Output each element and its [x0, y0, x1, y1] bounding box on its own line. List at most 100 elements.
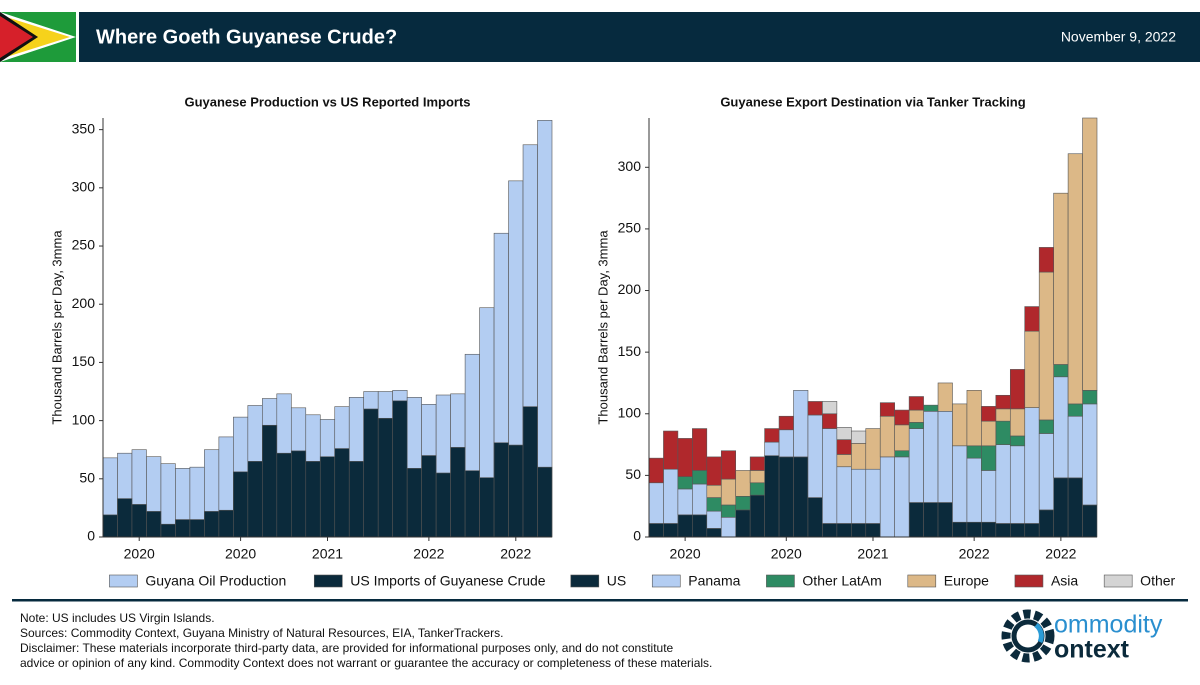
- legend-label: Other: [1140, 573, 1175, 589]
- bar: [1053, 477, 1069, 538]
- bar: [1082, 504, 1098, 538]
- flag: [0, 12, 76, 62]
- legend-label: Other LatAm: [802, 573, 881, 589]
- bar: [894, 409, 910, 426]
- bar: [937, 382, 953, 412]
- bar: [836, 439, 852, 455]
- bar: [1024, 330, 1040, 408]
- bar: [1082, 390, 1098, 405]
- bar: [692, 470, 708, 485]
- bar: [966, 445, 982, 459]
- y-tick-label: 350: [72, 120, 96, 136]
- bar: [479, 477, 495, 538]
- bar: [677, 476, 693, 490]
- y-tick-label: 0: [87, 528, 95, 544]
- bar: [836, 523, 852, 538]
- bar: [764, 455, 780, 538]
- legend-label: US: [607, 573, 626, 589]
- bar: [1038, 419, 1054, 434]
- header-date: November 9, 2022: [1061, 29, 1176, 45]
- bar: [175, 519, 191, 538]
- bar: [879, 402, 895, 417]
- bar: [822, 428, 838, 524]
- bar: [720, 516, 737, 538]
- y-tick-label: 250: [618, 220, 642, 236]
- legend: US Panama Other LatAm Europe Asia Other: [570, 573, 1176, 589]
- bar: [348, 461, 365, 538]
- bar: [851, 468, 867, 524]
- bar: [648, 523, 664, 538]
- legend-swatch: [109, 574, 138, 588]
- bar: [735, 509, 751, 538]
- bar: [807, 414, 823, 498]
- y-axis-title: Thousand Barrels per Day, 3mma: [49, 230, 64, 425]
- bar: [908, 396, 924, 411]
- bar: [894, 424, 910, 452]
- bar: [778, 415, 794, 431]
- bar: [146, 511, 162, 538]
- x-tick-label: 2020: [670, 546, 701, 562]
- x-tick-label: 2022: [413, 546, 444, 562]
- bar: [995, 394, 1011, 410]
- x-tick-label: 2021: [312, 546, 343, 562]
- bar: [1053, 364, 1069, 378]
- bar: [735, 470, 751, 497]
- bar: [692, 428, 708, 471]
- bar: [262, 424, 278, 538]
- bar: [822, 401, 838, 415]
- legend-swatch: [907, 574, 937, 588]
- bar: [851, 443, 867, 470]
- bar: [923, 502, 939, 538]
- bar: [218, 509, 234, 538]
- bar: [778, 456, 794, 538]
- bar: [692, 483, 708, 516]
- bar: [822, 523, 838, 538]
- bar: [793, 390, 809, 458]
- x-tick-label: 2020: [225, 546, 256, 562]
- bar: [807, 497, 823, 538]
- bar: [334, 448, 350, 538]
- bar: [836, 427, 852, 440]
- bar: [995, 420, 1011, 445]
- bar: [735, 496, 751, 511]
- legend: Guyana Oil Production US Imports of Guyan…: [109, 573, 546, 589]
- bar: [706, 456, 722, 486]
- x-tick-label: 2020: [124, 546, 155, 562]
- bar: [1038, 433, 1054, 511]
- bar: [131, 504, 147, 538]
- bar: [981, 420, 997, 447]
- header-bar: [79, 12, 1200, 62]
- bar: [363, 408, 379, 538]
- bar: [1038, 509, 1054, 538]
- bar: [894, 456, 910, 538]
- bar: [522, 406, 538, 538]
- bar: [464, 470, 480, 538]
- bar: [908, 422, 924, 429]
- bar: [392, 400, 408, 538]
- bar: [749, 470, 765, 484]
- bar: [1009, 408, 1026, 437]
- logo: ommodity ontext: [1001, 609, 1163, 664]
- bar: [290, 450, 307, 538]
- bar: [1053, 192, 1069, 365]
- bar: [908, 409, 924, 423]
- y-tick-label: 200: [72, 295, 96, 311]
- bar: [923, 410, 939, 503]
- bar: [995, 444, 1011, 524]
- bar: [995, 523, 1011, 538]
- chart-title: Guyanese Production vs US Reported Impor…: [184, 94, 470, 109]
- y-tick-label: 100: [618, 404, 642, 420]
- bar: [189, 519, 205, 538]
- bar: [749, 456, 765, 471]
- bar: [233, 471, 249, 538]
- note: advice or opinion of any kind. Commodity…: [20, 656, 713, 670]
- bar: [1067, 403, 1083, 417]
- legend-label: Guyana Oil Production: [145, 573, 286, 589]
- bar: [706, 510, 722, 529]
- bar: [937, 502, 953, 538]
- bar: [822, 413, 838, 429]
- chart-title: Guyanese Export Destination via Tanker T…: [720, 94, 1025, 109]
- bar: [720, 504, 737, 518]
- bar: [937, 410, 953, 503]
- legend-swatch: [1014, 574, 1044, 588]
